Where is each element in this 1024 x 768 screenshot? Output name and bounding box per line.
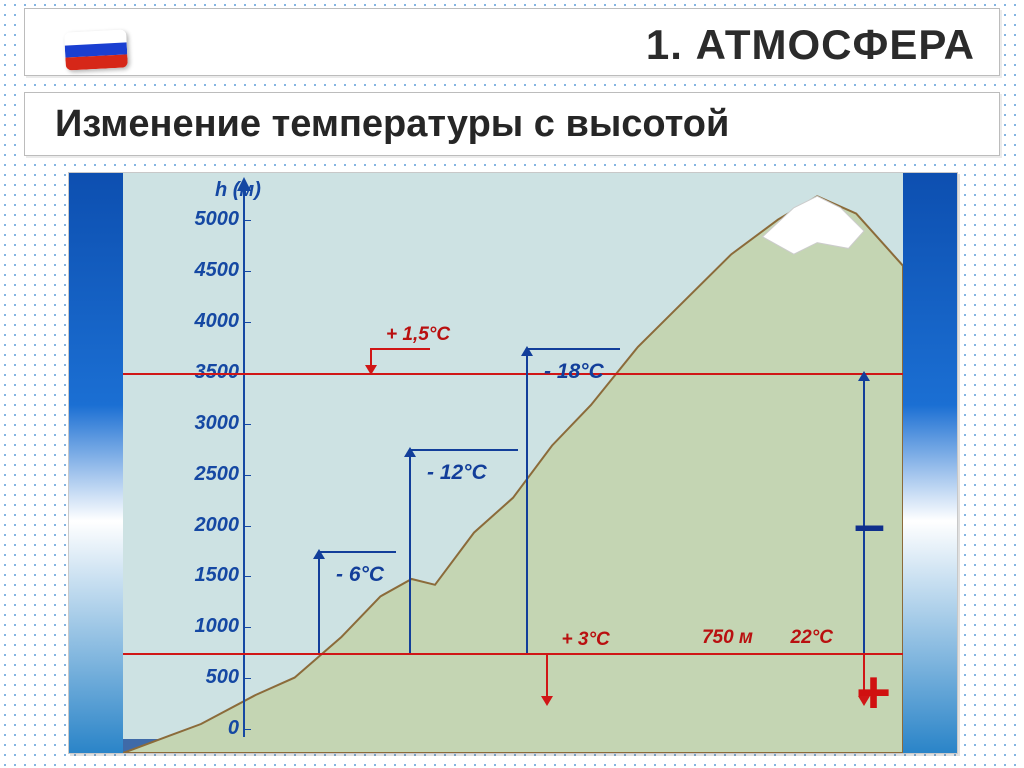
blue-arrow-bar [409,449,518,451]
y-axis-label: h (м) [215,179,261,202]
y-tick-mark [243,220,251,221]
red-arrow [546,653,548,704]
y-tick-mark [243,322,251,323]
temp-delta-label: - 12°C [427,461,487,485]
y-tick-mark [243,526,251,527]
red-arrow [370,348,372,373]
y-tick-mark [243,729,251,730]
y-tick-label: 1500 [175,564,239,587]
right-sky-strip [903,173,957,753]
mountain-svg [123,173,903,753]
red-arrow-bar [546,653,606,655]
slide-page: 1. АТМОСФЕРА Изменение температуры с выс… [0,0,1024,768]
red-delta-label: + 1,5°C [386,324,450,346]
reference-line-base [123,653,903,655]
y-tick-label: 500 [175,666,239,689]
plot-area: h (м) 0500100015002000250030003500400045… [123,173,903,753]
minus-symbol: – [854,491,885,556]
red-delta-label: + 3°C [562,629,610,651]
y-tick-mark [243,271,251,272]
y-tick-mark [243,627,251,628]
base-temp-label: 22°C [791,627,833,649]
reference-line-upper [123,373,903,375]
y-tick-label: 2000 [175,514,239,537]
page-subtitle: Изменение температуры с высотой [55,103,729,146]
y-tick-label: 2500 [175,463,239,486]
russia-flag-icon [64,29,128,70]
y-tick-mark [243,678,251,679]
blue-arrow-bar [318,551,396,553]
y-tick-label: 4500 [175,259,239,282]
y-tick-label: 3000 [175,412,239,435]
left-sky-strip [69,173,123,753]
page-title: 1. АТМОСФЕРА [646,21,975,69]
blue-arrow [526,348,528,653]
y-tick-mark [243,576,251,577]
figure-container: h (м) 0500100015002000250030003500400045… [68,172,958,754]
blue-arrow [318,551,320,653]
y-tick-label: 5000 [175,208,239,231]
y-tick-label: 1000 [175,615,239,638]
blue-arrow [409,449,411,652]
y-tick-mark [243,475,251,476]
base-height-label: 750 м [702,627,753,649]
subtitle-box: Изменение температуры с высотой [24,92,1000,156]
temp-delta-label: - 6°C [336,563,384,587]
y-tick-mark [243,424,251,425]
red-arrow-bar [370,348,430,350]
temp-delta-label: - 18°C [544,360,604,384]
title-box: 1. АТМОСФЕРА [24,8,1000,76]
y-tick-label: 4000 [175,310,239,333]
plus-symbol: + [856,678,891,708]
blue-arrow-bar [526,348,620,350]
y-tick-label: 0 [175,717,239,740]
